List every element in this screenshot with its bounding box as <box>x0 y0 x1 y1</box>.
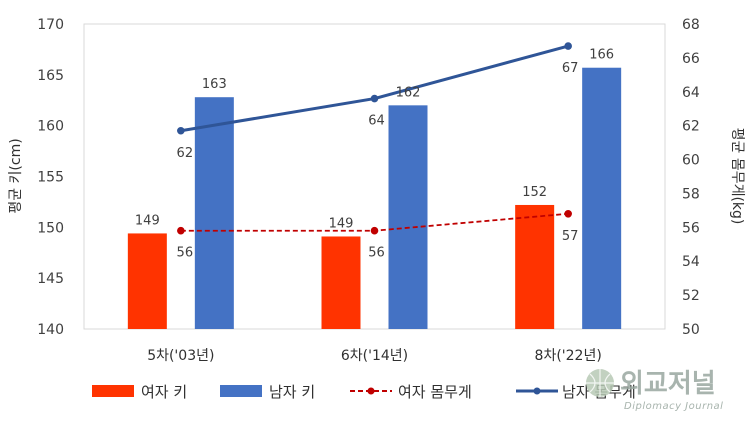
watermark-subtitle: Diplomacy Journal <box>624 401 723 412</box>
y-tick-label: 155 <box>37 170 64 186</box>
marker-male-weight <box>564 42 572 50</box>
y2-axis-label: 평균 몸무게(kg) <box>729 128 745 225</box>
bar-male-height <box>388 105 428 329</box>
marker-male-weight <box>370 94 379 103</box>
data-label-male-weight: 64 <box>368 114 385 129</box>
marker-female-weight <box>564 209 572 218</box>
y2-tick-label: 66 <box>682 51 700 67</box>
y2-tick-label: 58 <box>682 186 700 202</box>
y-tick-label: 170 <box>37 17 64 33</box>
x-category-label: 8차('22년) <box>535 348 602 364</box>
legend-swatch-female-height <box>92 385 134 397</box>
bar-female-height <box>321 236 361 329</box>
data-label-female-weight: 56 <box>368 246 385 261</box>
bar-female-height <box>127 233 167 329</box>
marker-male-weight <box>177 126 185 135</box>
y2-tick-label: 54 <box>682 254 700 270</box>
data-label-female-height: 152 <box>522 185 547 200</box>
watermark: 외교저널 Diplomacy Journal <box>586 369 723 412</box>
plot-area <box>83 23 666 330</box>
x-category-label: 5차('03년) <box>147 348 214 364</box>
bars <box>127 67 622 329</box>
y2-axis-ticks: 50 52 54 56 58 60 62 64 66 68 <box>682 17 700 338</box>
data-label-female-weight: 57 <box>562 229 579 244</box>
data-label-female-height: 149 <box>135 213 160 228</box>
x-category-label: 6차('14년) <box>341 348 408 364</box>
lines <box>177 42 572 235</box>
y2-tick-label: 60 <box>682 153 700 169</box>
marker-female-weight <box>370 226 379 235</box>
y2-tick-label: 52 <box>682 288 700 304</box>
watermark-title: 외교저널 <box>620 369 716 399</box>
marker-female-weight <box>177 226 185 235</box>
data-label-male-weight: 62 <box>177 146 194 161</box>
legend-swatch-male-height <box>220 385 262 397</box>
legend: 여자 키 남자 키 여자 몸무게 남자 몸무게 <box>92 383 636 401</box>
y-axis-label: 평균 키(cm) <box>8 138 24 213</box>
y-axis-ticks: 140 145 150 155 160 165 170 <box>37 17 64 338</box>
bar-male-height <box>582 67 622 329</box>
data-label-female-weight: 56 <box>177 246 194 261</box>
bar-female-height <box>515 204 555 329</box>
y2-tick-label: 50 <box>682 322 700 338</box>
data-label-male-height: 162 <box>396 85 421 100</box>
y-tick-label: 145 <box>37 271 64 287</box>
data-label-male-height: 166 <box>589 48 614 63</box>
y-tick-label: 140 <box>37 322 64 338</box>
y2-tick-label: 64 <box>682 85 700 101</box>
legend-marker-female-weight <box>367 387 375 395</box>
legend-label-female-weight: 여자 몸무게 <box>398 383 472 401</box>
data-label-female-height: 149 <box>329 216 354 231</box>
y2-tick-label: 56 <box>682 220 700 236</box>
watermark-globe-meridians <box>586 369 614 397</box>
legend-label-male-height: 남자 키 <box>269 383 315 401</box>
y-tick-label: 150 <box>37 220 64 236</box>
y2-tick-label: 68 <box>682 17 700 33</box>
y-tick-label: 160 <box>37 119 64 135</box>
bar-male-height <box>194 97 234 329</box>
legend-label-female-height: 여자 키 <box>141 383 187 401</box>
data-labels: 149 149 152 163 162 166 56 56 57 62 64 67 <box>135 48 614 261</box>
y-tick-label: 165 <box>37 68 64 84</box>
data-label-male-weight: 67 <box>562 61 579 76</box>
legend-marker-male-weight <box>533 387 541 395</box>
data-label-male-height: 163 <box>202 77 227 92</box>
x-axis-categories: 5차('03년) 6차('14년) 8차('22년) <box>147 348 602 364</box>
y2-tick-label: 62 <box>682 119 700 135</box>
